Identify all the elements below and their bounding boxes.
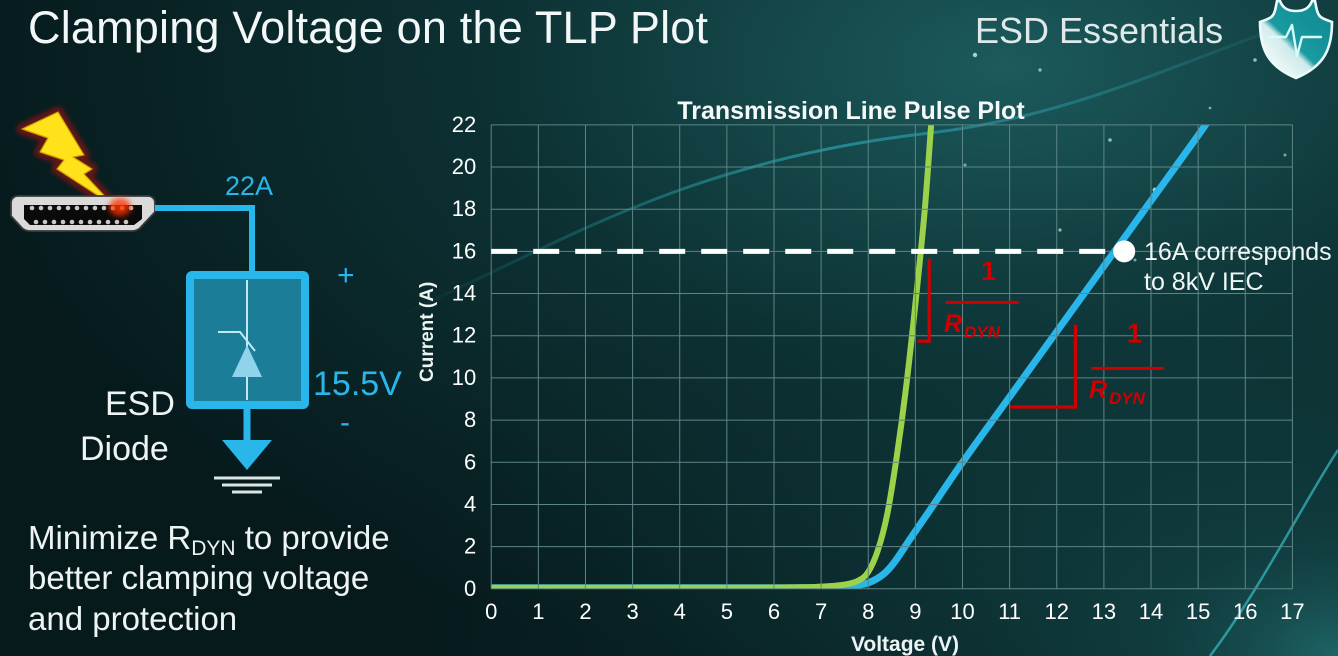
svg-text:4: 4	[674, 599, 686, 624]
svg-text:22A: 22A	[225, 171, 273, 201]
svg-text:13: 13	[1092, 599, 1116, 624]
svg-text:1: 1	[981, 256, 996, 286]
svg-text:R: R	[1089, 376, 1107, 404]
svg-text:12: 12	[452, 323, 476, 348]
svg-text:16: 16	[452, 238, 476, 263]
svg-text:ESD: ESD	[105, 385, 175, 423]
svg-text:2: 2	[464, 534, 476, 559]
svg-text:15: 15	[1186, 599, 1210, 624]
svg-text:+: +	[337, 259, 355, 292]
svg-text:to 8kV IEC: to 8kV IEC	[1144, 268, 1264, 296]
svg-text:3: 3	[626, 599, 638, 624]
svg-text:22: 22	[452, 112, 476, 137]
svg-text:18: 18	[452, 196, 476, 221]
svg-text:DYN: DYN	[1109, 389, 1146, 408]
svg-text:2: 2	[579, 599, 591, 624]
svg-text:-: -	[340, 406, 350, 439]
svg-text:1: 1	[1127, 319, 1142, 349]
svg-text:10: 10	[452, 365, 476, 390]
svg-text:16: 16	[1233, 599, 1257, 624]
svg-text:8: 8	[862, 599, 874, 624]
svg-text:10: 10	[950, 599, 974, 624]
svg-text:7: 7	[815, 599, 827, 624]
svg-text:16A corresponds: 16A corresponds	[1144, 238, 1332, 266]
svg-text:15.5V: 15.5V	[313, 365, 402, 403]
svg-text:14: 14	[452, 281, 476, 306]
svg-text:5: 5	[721, 599, 733, 624]
svg-text:0: 0	[485, 599, 497, 624]
svg-text:9: 9	[909, 599, 921, 624]
svg-text:Diode: Diode	[80, 430, 169, 468]
svg-text:14: 14	[1139, 599, 1163, 624]
svg-text:4: 4	[464, 491, 476, 516]
svg-text:6: 6	[464, 449, 476, 474]
svg-text:20: 20	[452, 154, 476, 179]
svg-text:6: 6	[768, 599, 780, 624]
svg-text:0: 0	[464, 576, 476, 601]
svg-text:8: 8	[464, 407, 476, 432]
svg-text:R: R	[944, 310, 962, 338]
svg-text:DYN: DYN	[964, 323, 1001, 342]
svg-text:1: 1	[532, 599, 544, 624]
svg-text:12: 12	[1045, 599, 1069, 624]
svg-text:17: 17	[1280, 599, 1304, 624]
svg-text:11: 11	[998, 599, 1021, 624]
